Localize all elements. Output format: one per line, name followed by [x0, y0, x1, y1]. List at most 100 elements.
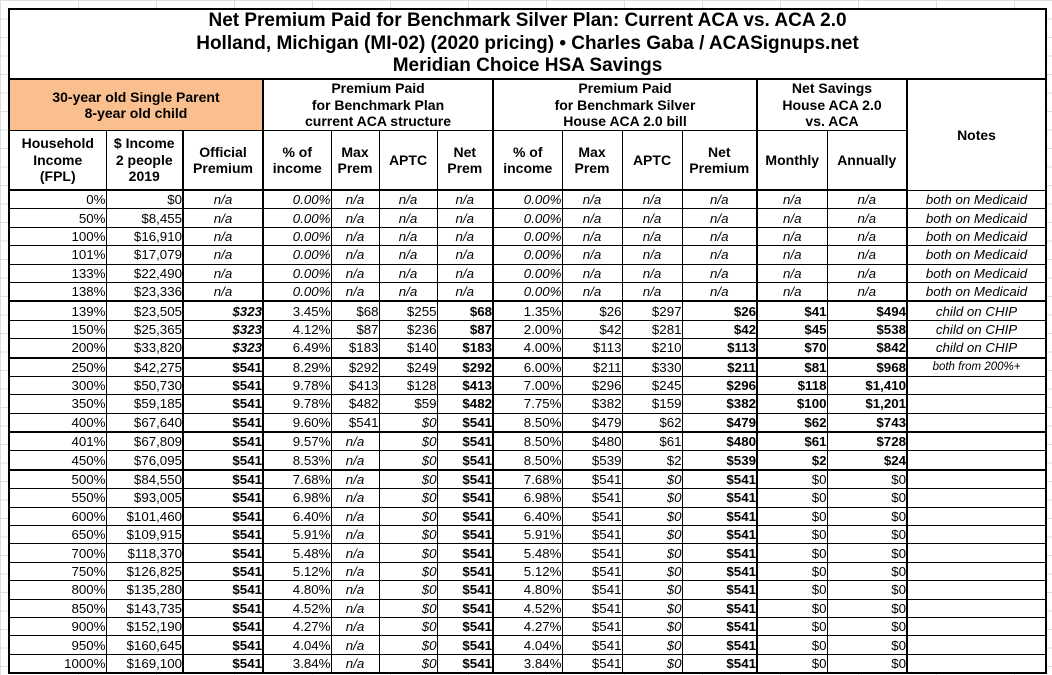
cell-income: $152,190 [105, 616, 184, 637]
cell-official-premium: n/a [182, 245, 264, 265]
cell-aca2-net-premium: n/a [681, 245, 758, 265]
cell-savings-annually: $968 [826, 356, 908, 377]
cell-notes [906, 488, 1047, 508]
cell-aca2-aptc: $245 [621, 375, 683, 396]
cell-official-premium: $541 [182, 488, 264, 508]
aca-max-prem-header: Max Prem [330, 130, 380, 191]
cell-notes [906, 412, 1047, 433]
cell-aca-aptc: n/a [378, 208, 438, 228]
cell-savings-annually: $1,410 [826, 375, 908, 396]
cell-notes: both on Medicaid [906, 263, 1047, 283]
cell-aca-aptc: n/a [378, 281, 438, 302]
cell-aca2-max-prem: $539 [561, 450, 623, 471]
cell-notes: both on Medicaid [906, 189, 1047, 210]
cell-notes: child on CHIP [906, 319, 1047, 340]
cell-aca-max-prem: n/a [330, 226, 380, 247]
cell-income: $160,645 [105, 635, 184, 655]
cell-aca2-max-prem: $541 [561, 635, 623, 655]
cell-aca2-net-premium: $541 [681, 488, 758, 508]
table-title-block: Net Premium Paid for Benchmark Silver Pl… [8, 8, 1047, 80]
cell-aca2-aptc: n/a [621, 189, 683, 210]
cell-savings-annually: n/a [826, 263, 908, 283]
income-dollars-header: $ Income 2 people 2019 [105, 130, 184, 191]
cell-aca2-aptc: $2 [621, 450, 683, 471]
table-row: 350% $59,185 $541 9.78% $482 $59 $482 7.75% $382… [8, 394, 1047, 414]
cell-fpl: 950% [8, 635, 107, 655]
cell-income: $59,185 [105, 394, 184, 414]
notes-column-header: Notes [906, 78, 1047, 191]
cell-aca2-pct-income: 0.00% [492, 189, 563, 210]
table-row: 650% $109,915 $541 5.91% n/a $0 $541 5.91% $541 $… [8, 525, 1047, 545]
cell-aca2-pct-income: 5.12% [492, 561, 563, 582]
cell-aca-pct-income: 4.52% [262, 598, 332, 618]
cell-notes [906, 431, 1047, 452]
cell-aca-max-prem: $413 [330, 375, 380, 396]
cell-income: $50,730 [105, 375, 184, 396]
table-body: 0% $0 n/a 0.00% n/a n/a n/a 0.00% n/a n/a n/a n/a n/… [8, 189, 1047, 674]
cell-income: $23,505 [105, 300, 184, 321]
cell-aca-pct-income: 0.00% [262, 226, 332, 247]
cell-aca2-aptc: $0 [621, 561, 683, 582]
cell-aca-pct-income: 6.98% [262, 488, 332, 508]
cell-aca2-max-prem: $541 [561, 561, 623, 582]
cell-fpl: 200% [8, 338, 107, 359]
cell-aca2-max-prem: $541 [561, 525, 623, 545]
cell-aca2-pct-income: 6.98% [492, 488, 563, 508]
cell-savings-annually: $0 [826, 653, 908, 674]
cell-savings-annually: $1,201 [826, 394, 908, 414]
cell-aca-pct-income: 7.68% [262, 468, 332, 490]
cell-savings-annually: $0 [826, 561, 908, 582]
cell-aca-net-prem: $541 [436, 616, 494, 637]
cell-aca-pct-income: 8.53% [262, 450, 332, 471]
cell-official-premium: $541 [182, 598, 264, 618]
cell-savings-annually: $0 [826, 525, 908, 545]
cell-fpl: 50% [8, 208, 107, 228]
cell-official-premium: $541 [182, 635, 264, 655]
table-row: 100% $16,910 n/a 0.00% n/a n/a n/a 0.00% n/a n/a n… [8, 226, 1047, 247]
cell-aca2-net-premium: $26 [681, 300, 758, 321]
cell-aca-pct-income: 0.00% [262, 245, 332, 265]
cell-fpl: 139% [8, 300, 107, 321]
cell-aca2-pct-income: 4.27% [492, 616, 563, 637]
cell-official-premium: $541 [182, 506, 264, 527]
cell-income: $8,455 [105, 208, 184, 228]
cell-aca2-aptc: $0 [621, 488, 683, 508]
cell-aca-aptc: n/a [378, 189, 438, 210]
cell-official-premium: $541 [182, 543, 264, 563]
premium-comparison-table: Net Premium Paid for Benchmark Silver Pl… [8, 8, 1048, 675]
cell-aca-net-prem: $183 [436, 338, 494, 359]
cell-aca2-aptc: $281 [621, 319, 683, 340]
cell-aca-aptc: n/a [378, 263, 438, 283]
cell-aca2-pct-income: 0.00% [492, 263, 563, 283]
cell-aca2-pct-income: 7.00% [492, 375, 563, 396]
cell-aca-aptc: $0 [378, 431, 438, 452]
cell-income: $42,275 [105, 356, 184, 377]
cell-aca2-max-prem: $42 [561, 319, 623, 340]
cell-aca-max-prem: n/a [330, 245, 380, 265]
cell-aca-max-prem: n/a [330, 598, 380, 618]
cell-savings-annually: $0 [826, 468, 908, 490]
cell-income: $17,079 [105, 245, 184, 265]
cell-savings-annually: $842 [826, 338, 908, 359]
cell-aca2-aptc: $0 [621, 653, 683, 674]
cell-savings-monthly: $0 [756, 653, 828, 674]
current-aca-group-header: Premium Paid for Benchmark Plan current … [262, 78, 494, 131]
cell-aca-pct-income: 5.91% [262, 525, 332, 545]
cell-fpl: 401% [8, 431, 107, 452]
cell-savings-monthly: $0 [756, 561, 828, 582]
cell-aca-pct-income: 3.84% [262, 653, 332, 674]
cell-savings-annually: n/a [826, 208, 908, 228]
cell-aca2-pct-income: 5.48% [492, 543, 563, 563]
cell-aca-net-prem: n/a [436, 208, 494, 228]
cell-aca2-aptc: $330 [621, 356, 683, 377]
cell-notes [906, 506, 1047, 527]
cell-aca2-pct-income: 8.50% [492, 412, 563, 433]
cell-official-premium: $541 [182, 356, 264, 377]
cell-aca2-net-premium: $541 [681, 653, 758, 674]
cell-fpl: 133% [8, 263, 107, 283]
cell-aca-pct-income: 9.78% [262, 375, 332, 396]
cell-aca2-aptc: $0 [621, 506, 683, 527]
cell-aca-pct-income: 6.40% [262, 506, 332, 527]
cell-aca-max-prem: $541 [330, 412, 380, 433]
household-income-header: Household Income (FPL) [8, 130, 107, 191]
